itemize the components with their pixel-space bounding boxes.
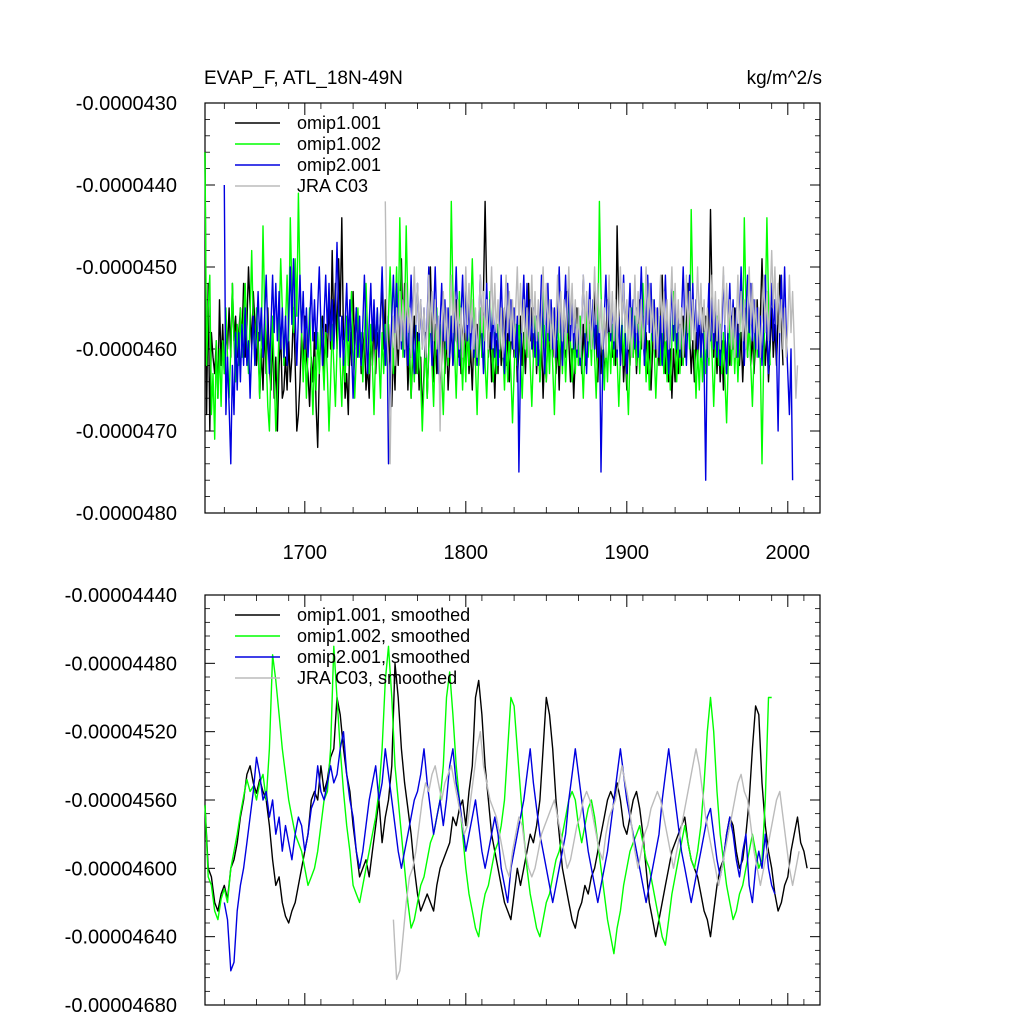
y-tick-label: -0.00004520 <box>65 722 177 744</box>
top-series-group <box>204 152 799 481</box>
legend-label: omip2.001 <box>297 155 381 175</box>
legend-label: JRA C03 <box>297 176 368 196</box>
top-plot-frame <box>204 102 821 514</box>
y-tick-label: -0.0000480 <box>76 503 177 525</box>
legend-label: omip1.002 <box>297 134 381 154</box>
legend-label: omip1.002, smoothed <box>297 626 470 646</box>
top-y-axis: -0.0000430 -0.0000440 -0.0000450 -0.0000460… <box>76 93 820 525</box>
y-tick-label: -0.0000470 <box>76 421 177 443</box>
x-tick-label: 2000 <box>766 542 811 564</box>
y-tick-label: -0.00004560 <box>65 790 177 812</box>
x-tick-label: 1900 <box>605 542 650 564</box>
y-tick-label: -0.00004440 <box>65 585 177 607</box>
series-line-jra-c03 <box>384 201 799 465</box>
bottom-panel: -0.00004440 -0.00004480 -0.00004520 -0.0000… <box>65 585 821 1017</box>
y-tick-label: -0.00004640 <box>65 927 177 949</box>
legend-label: omip2.001, smoothed <box>297 647 470 667</box>
top-panel: EVAP_F, ATL_18N-49N kg/m^2/s -0.0000430-… <box>76 68 822 564</box>
series-line-omip1-002 <box>204 152 771 465</box>
bottom-series-group <box>204 645 808 981</box>
y-tick-label: -0.0000430 <box>76 93 177 115</box>
y-tick-label: -0.0000440 <box>76 175 177 197</box>
y-tick-label: -0.0000450 <box>76 257 177 279</box>
x-tick-label: 1700 <box>283 542 328 564</box>
top-x-axis: 1700 1800 1900 2000 <box>223 103 811 564</box>
legend-label: JRA C03, smoothed <box>297 668 457 688</box>
y-tick-label: -0.00004600 <box>65 858 177 880</box>
series-line-jra-c03-smoothed <box>392 731 800 981</box>
series-line-omip1-002-smoothed <box>204 645 772 955</box>
units-label: kg/m^2/s <box>747 68 822 89</box>
y-tick-label: -0.0000460 <box>76 339 177 361</box>
y-tick-label: -0.00004680 <box>65 995 177 1017</box>
x-tick-label: 1800 <box>444 542 489 564</box>
legend-label: omip1.001 <box>297 113 381 133</box>
chart-title: EVAP_F, ATL_18N-49N <box>204 68 403 89</box>
legend-label: omip1.001, smoothed <box>297 605 470 625</box>
series-line-omip2-001-smoothed <box>223 731 776 972</box>
y-tick-label: -0.00004480 <box>65 653 177 675</box>
bottom-x-axis <box>223 595 805 1005</box>
bottom-y-axis: -0.00004440 -0.00004480 -0.00004520 -0.0000… <box>65 585 820 1017</box>
